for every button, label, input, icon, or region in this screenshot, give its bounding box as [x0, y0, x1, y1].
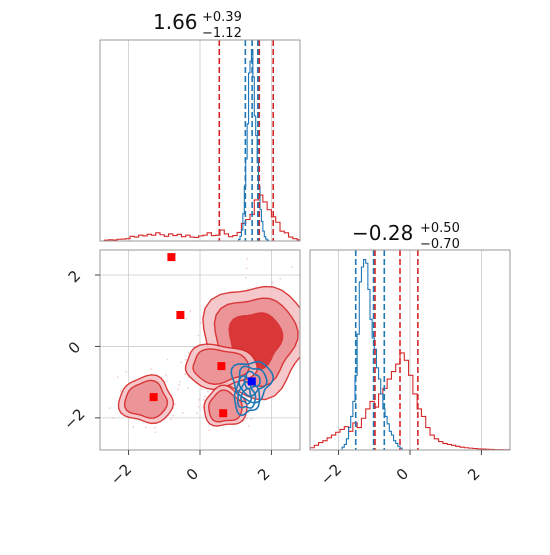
- top-left-title-plus: +0.39: [202, 10, 242, 25]
- sample-dot: [184, 373, 187, 376]
- sample-dot: [177, 388, 179, 390]
- sample-dot: [112, 417, 114, 419]
- sample-dot: [174, 403, 177, 406]
- sample-dot: [179, 380, 182, 383]
- sample-dot: [108, 407, 111, 410]
- sample-dot: [245, 417, 248, 419]
- top-left-title-value: 1.66: [153, 10, 198, 34]
- sample-dot: [201, 388, 203, 390]
- sample-dot: [197, 334, 200, 337]
- bottom-right-histogram-panel: −0.28 +0.50 −0.70 −2 0 2: [309, 221, 511, 489]
- bottom-left-xtick-label-0: −2: [107, 460, 135, 488]
- sample-dot: [145, 426, 147, 429]
- sample-dot: [187, 386, 189, 389]
- sample-dot: [271, 281, 274, 284]
- blue-contour-1-level-1: [237, 380, 257, 409]
- sample-dot: [154, 431, 157, 433]
- sample-dot: [165, 374, 168, 377]
- top-left-hist-series-1: [238, 49, 270, 241]
- sample-dot: [166, 358, 169, 361]
- bottom-right-xtick-label-2: 2: [464, 465, 483, 484]
- top-left-quantile-lines: [218, 40, 275, 241]
- red-marker-0: [167, 253, 176, 262]
- sample-dot: [116, 376, 119, 379]
- sample-dot: [198, 398, 201, 401]
- bottom-left-xtick-label-2: 2: [254, 465, 273, 484]
- bottom-right-histogram-bars: [309, 258, 511, 451]
- bottom-right-xtick-label-1: 0: [393, 465, 412, 484]
- sample-dot: [187, 376, 190, 379]
- sample-dot: [246, 258, 249, 260]
- sample-dot: [250, 418, 253, 420]
- bottom-right-title-plus: +0.50: [420, 221, 460, 236]
- bottom-left-scatter-panel: −2 0 2 −2 0 2: [60, 249, 305, 489]
- sample-dot: [184, 358, 187, 361]
- bottom-left-red-density-regions: [117, 285, 300, 427]
- sample-dot: [170, 418, 173, 421]
- top-left-histogram-bars: [100, 49, 301, 242]
- blue-contour-0-level-0: [230, 360, 275, 404]
- bottom-right-title-minus: −0.70: [420, 237, 460, 252]
- bottom-left-ytick-label-0: −2: [60, 405, 88, 433]
- sample-dot: [202, 399, 205, 401]
- sample-dot: [244, 276, 247, 279]
- sample-dot: [125, 370, 128, 373]
- sample-dot: [150, 368, 152, 370]
- sample-dot: [207, 390, 209, 393]
- sample-dot: [199, 321, 202, 324]
- bottom-right-xtick-label-0: −2: [317, 460, 345, 488]
- bottom-left-markers: [149, 253, 256, 418]
- blue-marker-0: [247, 377, 256, 386]
- sample-dot: [203, 395, 206, 398]
- sample-dot: [303, 323, 305, 325]
- top-left-title-minus: −1.12: [202, 26, 242, 41]
- sample-dot: [291, 266, 294, 268]
- sample-dot: [132, 426, 135, 428]
- sample-dot: [208, 429, 211, 431]
- top-left-grid: [128, 40, 272, 241]
- red-marker-1: [176, 311, 185, 319]
- red-density-region-3-level-1: [123, 379, 169, 419]
- blue-contour-1-level-2: [240, 387, 253, 405]
- sample-dot: [197, 405, 200, 408]
- red-marker-2: [217, 362, 226, 371]
- red-marker-3: [149, 393, 158, 402]
- bottom-right-ticks: −2 0 2: [317, 450, 484, 489]
- bottom-right-hist-series-1: [341, 258, 403, 450]
- sample-dot: [182, 411, 184, 414]
- sample-dot: [178, 383, 181, 386]
- bottom-left-ytick-label-2: 2: [65, 267, 84, 286]
- sample-dot: [247, 424, 250, 427]
- sample-dot: [185, 317, 188, 320]
- bottom-left-ytick-label-1: 0: [65, 338, 84, 357]
- bottom-right-title-value: −0.28: [352, 221, 413, 245]
- sample-dot: [245, 267, 248, 270]
- sample-dot: [119, 389, 122, 392]
- sample-dot: [189, 310, 192, 313]
- bottom-right-hist-series-0: [309, 352, 511, 451]
- top-left-histogram-panel: 1.66 +0.39 −1.12: [99, 10, 301, 242]
- red-marker-4: [219, 409, 228, 418]
- sample-dot: [180, 361, 183, 364]
- sample-dot: [279, 278, 282, 280]
- top-left-axes-frame: [99, 39, 301, 242]
- sample-dot: [172, 414, 175, 417]
- bottom-right-quantile-lines: [354, 250, 419, 450]
- top-left-hist-series-0: [100, 194, 301, 242]
- sample-dot: [187, 352, 190, 354]
- sample-dot: [248, 411, 250, 414]
- sample-dot: [196, 412, 198, 415]
- sample-dot: [153, 426, 156, 429]
- bottom-right-grid: [338, 250, 482, 450]
- bottom-left-xtick-label-1: 0: [183, 465, 202, 484]
